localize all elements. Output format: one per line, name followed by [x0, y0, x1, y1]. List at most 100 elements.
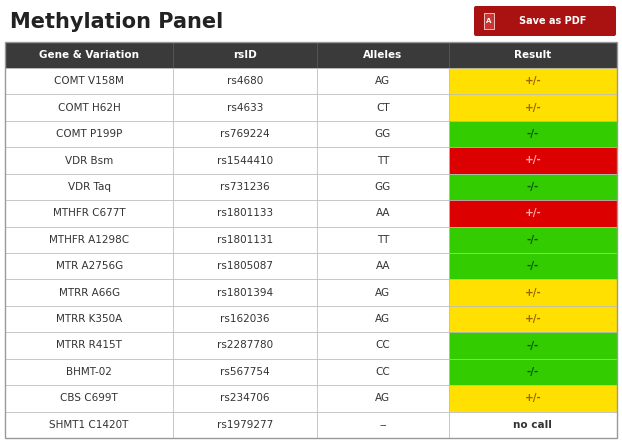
Text: --: -- — [379, 420, 387, 430]
Bar — [448, 226, 617, 253]
Bar — [448, 332, 617, 359]
Text: CBS C699T: CBS C699T — [60, 393, 118, 404]
Bar — [5, 280, 174, 306]
Text: -/-: -/- — [527, 129, 539, 139]
Bar — [448, 306, 617, 332]
Text: +/-: +/- — [524, 103, 541, 113]
Bar — [317, 200, 448, 226]
Bar — [5, 306, 174, 332]
Bar — [317, 280, 448, 306]
Text: +/-: +/- — [524, 76, 541, 86]
Text: rs1801394: rs1801394 — [217, 288, 273, 298]
Bar — [174, 200, 317, 226]
Text: +/-: +/- — [524, 208, 541, 218]
Text: rs1544410: rs1544410 — [217, 155, 273, 166]
Text: VDR Bsm: VDR Bsm — [65, 155, 113, 166]
Bar — [5, 200, 174, 226]
Bar — [317, 147, 448, 174]
Bar — [448, 200, 617, 226]
Bar — [317, 174, 448, 200]
Text: MTRR K350A: MTRR K350A — [56, 314, 123, 324]
Bar — [5, 174, 174, 200]
Bar — [174, 359, 317, 385]
Text: GG: GG — [375, 129, 391, 139]
Bar — [317, 42, 448, 68]
Bar — [174, 226, 317, 253]
Text: COMT H62H: COMT H62H — [58, 103, 121, 113]
Bar — [448, 147, 617, 174]
Bar — [448, 68, 617, 94]
Bar — [448, 412, 617, 438]
Text: Save as PDF: Save as PDF — [519, 16, 587, 26]
Bar — [174, 280, 317, 306]
Text: COMT P199P: COMT P199P — [56, 129, 123, 139]
Bar — [448, 121, 617, 147]
Text: -/-: -/- — [527, 367, 539, 377]
Bar — [5, 121, 174, 147]
Text: BHMT-02: BHMT-02 — [66, 367, 112, 377]
Bar — [174, 253, 317, 280]
Text: rs234706: rs234706 — [220, 393, 270, 404]
Bar — [317, 68, 448, 94]
Text: rs4633: rs4633 — [227, 103, 263, 113]
Text: Gene & Variation: Gene & Variation — [39, 50, 139, 60]
Text: rs769224: rs769224 — [220, 129, 270, 139]
Text: COMT V158M: COMT V158M — [54, 76, 124, 86]
Text: -/-: -/- — [527, 341, 539, 350]
Bar — [5, 94, 174, 121]
Text: no call: no call — [513, 420, 552, 430]
Text: -/-: -/- — [527, 261, 539, 271]
Text: +/-: +/- — [524, 288, 541, 298]
Bar — [174, 42, 317, 68]
Bar — [174, 412, 317, 438]
Text: A: A — [486, 18, 491, 24]
Text: rs1801131: rs1801131 — [217, 235, 273, 245]
Text: +/-: +/- — [524, 155, 541, 166]
Text: rs4680: rs4680 — [227, 76, 263, 86]
Text: CT: CT — [376, 103, 390, 113]
Bar — [174, 147, 317, 174]
Bar — [317, 226, 448, 253]
Text: AG: AG — [375, 314, 391, 324]
Text: AG: AG — [375, 288, 391, 298]
Bar — [5, 42, 617, 438]
Text: rs1979277: rs1979277 — [217, 420, 273, 430]
Bar — [317, 306, 448, 332]
Bar — [448, 253, 617, 280]
Text: rs1801133: rs1801133 — [217, 208, 273, 218]
Text: Alleles: Alleles — [363, 50, 402, 60]
Bar — [174, 68, 317, 94]
Text: Result: Result — [514, 50, 552, 60]
Bar — [448, 42, 617, 68]
Text: MTRR A66G: MTRR A66G — [58, 288, 119, 298]
Bar — [174, 385, 317, 412]
Text: rs162036: rs162036 — [220, 314, 270, 324]
Bar — [448, 174, 617, 200]
FancyBboxPatch shape — [474, 6, 616, 36]
Text: AA: AA — [376, 261, 390, 271]
Text: rs731236: rs731236 — [220, 182, 270, 192]
Bar — [5, 42, 174, 68]
Text: GG: GG — [375, 182, 391, 192]
Text: rs567754: rs567754 — [220, 367, 270, 377]
Text: Methylation Panel: Methylation Panel — [10, 12, 223, 32]
Bar — [317, 332, 448, 359]
Bar — [5, 412, 174, 438]
Text: rsID: rsID — [233, 50, 257, 60]
Text: rs1805087: rs1805087 — [217, 261, 273, 271]
Text: CC: CC — [376, 367, 390, 377]
Bar — [174, 174, 317, 200]
Text: SHMT1 C1420T: SHMT1 C1420T — [50, 420, 129, 430]
Bar — [448, 359, 617, 385]
Text: MTHFR C677T: MTHFR C677T — [53, 208, 126, 218]
Text: -/-: -/- — [527, 235, 539, 245]
Bar — [5, 385, 174, 412]
Text: MTR A2756G: MTR A2756G — [55, 261, 123, 271]
Bar — [5, 253, 174, 280]
Bar — [317, 412, 448, 438]
Bar — [317, 253, 448, 280]
Text: AA: AA — [376, 208, 390, 218]
Text: +/-: +/- — [524, 314, 541, 324]
Bar — [5, 226, 174, 253]
Text: TT: TT — [377, 155, 389, 166]
